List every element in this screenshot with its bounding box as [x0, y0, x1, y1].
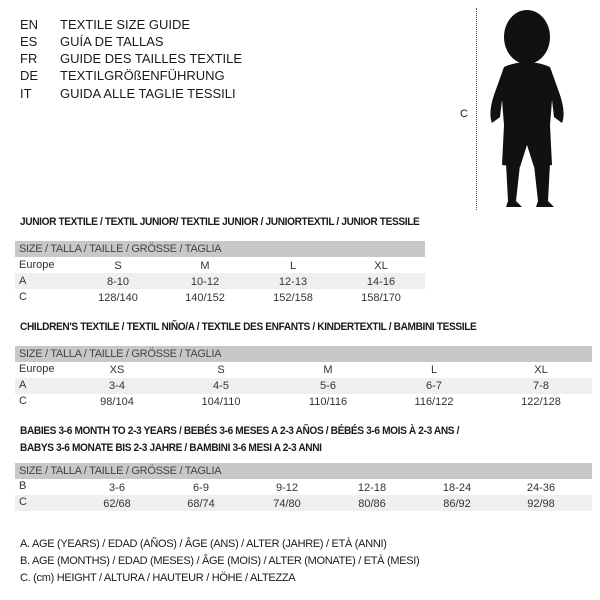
- table-cell: 5-6: [320, 380, 336, 392]
- row-label: Europe: [19, 259, 55, 271]
- row-label: Europe: [19, 363, 55, 375]
- table-cell: L: [289, 260, 297, 272]
- table-cell: 128/140: [98, 292, 138, 304]
- lang-title: GUIDA ALLE TAGLIE TESSILI: [60, 86, 236, 101]
- row-label: C: [19, 291, 27, 303]
- babies-size-header: SIZE / TALLA / TAILLE / GRÖSSE / TAGLIA: [15, 463, 592, 479]
- lang-code: IT: [20, 86, 32, 101]
- table-cell: XS: [109, 364, 125, 376]
- table-cell: 92/98: [527, 498, 555, 510]
- table-cell: 110/116: [308, 396, 348, 408]
- table-cell: 80/86: [358, 498, 386, 510]
- row-label: C: [19, 395, 27, 407]
- table-cell: M: [323, 364, 333, 376]
- lang-code: ES: [20, 34, 38, 49]
- table-cell: 62/68: [103, 498, 131, 510]
- lang-title: GUÍA DE TALLAS: [60, 34, 164, 49]
- babies-section-title-line1: BABIES 3-6 MONTH TO 2-3 YEARS / BEBÉS 3-…: [20, 425, 460, 437]
- table-cell: 152/158: [273, 292, 313, 304]
- table-cell: 98/104: [100, 396, 134, 408]
- row-label: B: [19, 480, 27, 492]
- legend-b: B. AGE (MONTHS) / EDAD (MESES) / ÂGE (MO…: [20, 555, 420, 567]
- lang-title: TEXTILGRÖßENFÜHRUNG: [60, 68, 225, 83]
- table-cell: 116/122: [414, 396, 454, 408]
- table-cell: S: [114, 260, 122, 272]
- table-cell: 3-6: [109, 482, 125, 494]
- row-label: C: [19, 496, 27, 508]
- table-cell: 86/92: [443, 498, 471, 510]
- table-cell: 68/74: [187, 498, 215, 510]
- legend-a: A. AGE (YEARS) / EDAD (AÑOS) / ÂGE (ANS)…: [20, 538, 387, 550]
- junior-size-header: SIZE / TALLA / TAILLE / GRÖSSE / TAGLIA: [15, 241, 425, 257]
- row-label: A: [19, 275, 27, 287]
- table-cell: 3-4: [109, 380, 125, 392]
- table-cell: M: [200, 260, 210, 272]
- lang-code: EN: [20, 17, 39, 32]
- table-cell: 140/152: [185, 292, 225, 304]
- height-measure-line: [476, 8, 477, 210]
- lang-code: DE: [20, 68, 39, 83]
- table-cell: 6-9: [193, 482, 209, 494]
- table-cell: 122/128: [521, 396, 561, 408]
- table-cell: 74/80: [273, 498, 301, 510]
- table-cell: 104/110: [201, 396, 241, 408]
- table-cell: 10-12: [190, 276, 220, 288]
- table-cell: 8-10: [106, 276, 130, 288]
- junior-section-title: JUNIOR TEXTILE / TEXTIL JUNIOR/ TEXTILE …: [20, 216, 420, 228]
- table-cell: 18-24: [442, 482, 472, 494]
- children-size-header: SIZE / TALLA / TAILLE / GRÖSSE / TAGLIA: [15, 346, 592, 362]
- children-section-title: CHILDREN'S TEXTILE / TEXTIL NIÑO/A / TEX…: [20, 321, 477, 333]
- lang-code: FR: [20, 51, 38, 66]
- table-cell: 12-18: [357, 482, 387, 494]
- table-cell: XL: [534, 364, 548, 376]
- table-cell: L: [430, 364, 438, 376]
- row-band: [15, 378, 592, 394]
- table-cell: 14-16: [366, 276, 396, 288]
- row-band: [15, 273, 425, 289]
- row-label: A: [19, 379, 27, 391]
- table-cell: 4-5: [213, 380, 229, 392]
- child-silhouette-icon: [490, 10, 564, 207]
- table-cell: 158/170: [361, 292, 401, 304]
- table-cell: S: [217, 364, 225, 376]
- lang-title: GUIDE DES TAILLES TEXTILE: [60, 51, 243, 66]
- legend-c: C. (cm) HEIGHT / ALTURA / HAUTEUR / HÖHE…: [20, 572, 296, 584]
- table-cell: 7-8: [533, 380, 549, 392]
- table-cell: XL: [374, 260, 388, 272]
- babies-section-title-line2: BABYS 3-6 MONATE BIS 2-3 JAHRE / BAMBINI…: [20, 442, 322, 454]
- table-cell: 6-7: [426, 380, 442, 392]
- table-cell: 9-12: [275, 482, 299, 494]
- table-cell: 24-36: [526, 482, 556, 494]
- lang-title: TEXTILE SIZE GUIDE: [60, 17, 191, 32]
- height-measure-label: C: [460, 108, 468, 120]
- table-cell: 12-13: [278, 276, 308, 288]
- row-band: [15, 495, 592, 511]
